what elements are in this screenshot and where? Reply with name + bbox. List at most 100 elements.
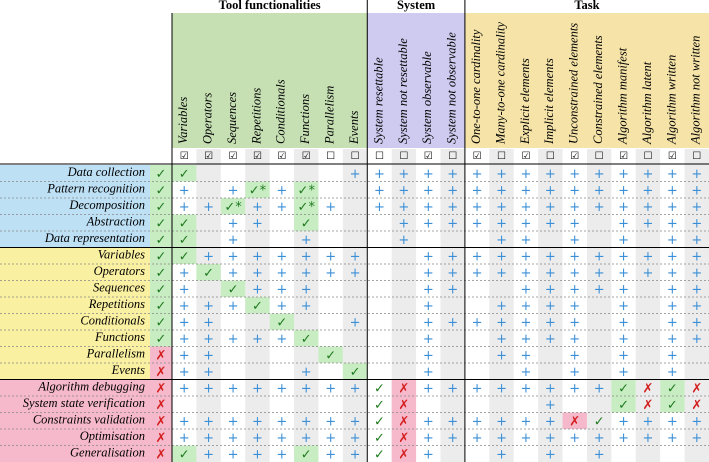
checkbox: ☑ [204,151,213,162]
cell-mark: + [569,365,580,380]
cell-mark: + [398,200,409,215]
column-stripe [342,149,368,462]
cell-mark: + [691,200,702,215]
cell-mark: + [472,249,483,264]
cell-mark: + [667,299,678,314]
cell-mark: + [203,249,214,264]
cell-alert [150,412,172,429]
cell-mark: + [496,183,507,198]
cell-mark: + [667,431,678,446]
cell-mark: + [691,249,702,264]
column-stripe [684,149,709,462]
cell-mark: ✗ [691,398,702,413]
column-header: Repetitions [249,88,263,145]
cell-mark: ✗ [398,381,409,396]
cell-mark: + [203,200,214,215]
column-stripe [440,149,465,462]
checkbox: ☑ [668,151,677,162]
cell-mark: + [423,447,434,462]
cell-mark: ✗ [398,447,409,462]
cell-mark: ✓ [156,183,167,198]
cell-mark: + [520,431,531,446]
cell-mark: + [643,200,654,215]
cell-mark: + [667,365,678,380]
cell-mark: + [520,249,531,264]
cell-mark: + [520,200,531,215]
row-label-bg [0,313,150,330]
cell-mark: + [496,332,507,347]
cell-mark: + [691,183,702,198]
cell-mark: + [545,381,556,396]
row-label: Constraints validation [33,413,145,427]
cell-mark: + [618,365,629,380]
cell-alert [150,429,172,446]
cell-mark: + [691,282,702,297]
checkbox: ☑ [277,151,286,162]
cell-mark: + [691,167,702,182]
cell-alert [150,379,172,396]
cell-mark: + [594,167,605,182]
row-label-bg [0,165,150,182]
row-label-bg [0,231,150,248]
cell-alert [150,396,172,413]
cell-mark: + [228,414,239,429]
cell-mark: + [350,431,361,446]
cell-mark: + [447,266,458,281]
column-header: Parallelism [323,86,337,145]
cell-mark: ✓ [350,365,361,380]
cell-mark: + [325,249,336,264]
row-label-bg [0,396,150,413]
cell-mark: ✗ [156,447,167,462]
cell-mark: ✓ [301,332,312,347]
cell-mark: + [569,167,580,182]
cell-mark: + [325,431,336,446]
cell-mark: ✓ [228,282,239,297]
cell-mark: + [520,365,531,380]
cell-mark: ✓ [374,398,385,413]
cell-highlight [342,363,368,380]
cell-mark: + [252,266,263,281]
cell-mark: + [545,216,556,231]
cell-mark: + [472,381,483,396]
cell-mark: + [667,167,678,182]
cell-mark: ✗ [398,431,409,446]
cell-highlight [172,165,197,182]
cell-mark: + [252,200,263,215]
column-header: Operators [200,92,214,144]
cell-highlight [150,264,172,281]
cell-mark: + [252,216,263,231]
row-label: Repetitions [88,297,145,311]
cell-mark: + [252,332,263,347]
cell-mark: + [643,266,654,281]
checkbox: ☐ [326,151,335,162]
cell-mark: + [179,315,190,330]
cell-mark: + [301,414,312,429]
cell-mark: + [252,249,263,264]
cell-highlight [220,280,246,297]
column-header: System observable [420,51,434,144]
cell-mark: + [472,216,483,231]
cell-mark: + [691,414,702,429]
row-label-bg [0,247,150,264]
cell-mark: + [643,431,654,446]
cell-alert [562,412,587,429]
checkbox: ☐ [643,151,652,162]
row-label: Decomposition [68,198,145,212]
cell-mark: + [594,431,605,446]
cell-mark: + [545,332,556,347]
cell-alert [391,396,417,413]
column-header: Variables [176,97,190,144]
row-label-bg [0,214,150,231]
cell-mark: + [276,183,287,198]
column-header: Explicit elements [518,58,532,145]
column-header: Algorithm not written [689,36,703,145]
cell-mark: + [520,216,531,231]
row-label: System state verification [23,396,145,410]
cell-mark: + [423,381,434,396]
cell-mark: ✓* [298,183,316,198]
cell-mark: + [618,200,629,215]
cell-mark: ✗ [569,414,580,429]
cell-mark: + [569,183,580,198]
row-label-bg [0,264,150,281]
cell-mark: + [667,200,678,215]
